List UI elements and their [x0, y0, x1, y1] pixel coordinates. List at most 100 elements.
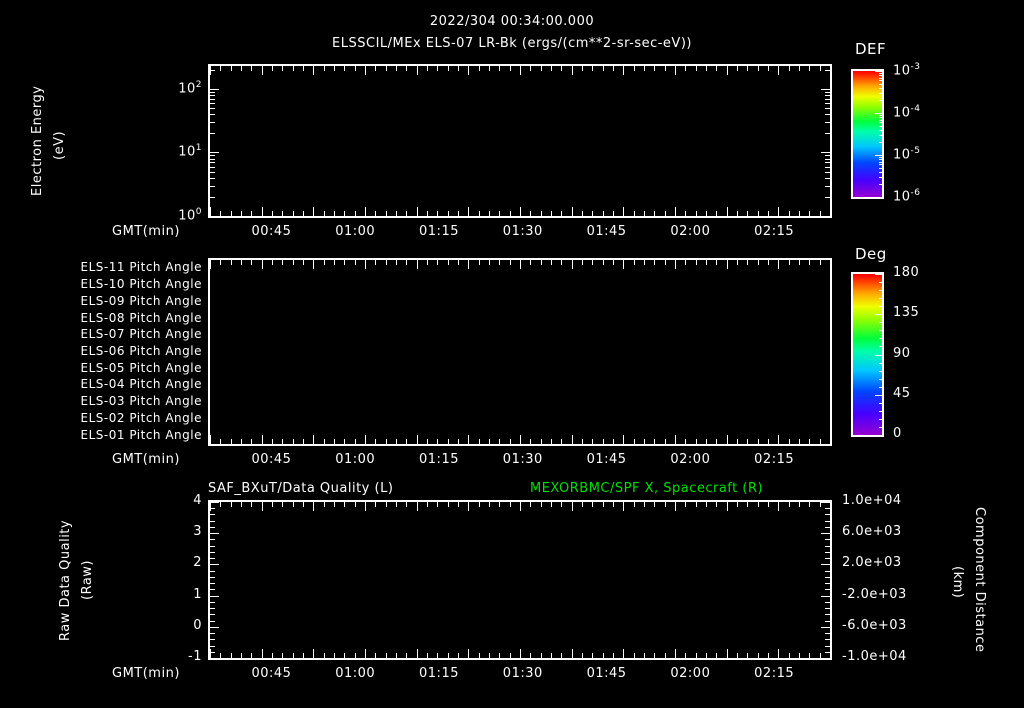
- y-tick: [210, 551, 215, 553]
- x-tick: [427, 66, 428, 71]
- cb-tick: [879, 290, 884, 292]
- x-tick: [396, 211, 397, 216]
- x-tick: [427, 439, 428, 444]
- x-tick: [220, 211, 222, 216]
- y-tick: [210, 502, 219, 503]
- x-tick: [468, 260, 470, 269]
- cb-tick: [879, 114, 884, 116]
- colorbar-tick-label: 0: [893, 426, 902, 441]
- x-tick: [489, 66, 490, 71]
- x-tick: [478, 502, 480, 507]
- x-tick: [830, 502, 831, 511]
- y-tick: [825, 108, 830, 110]
- cb-tick: [879, 338, 884, 340]
- cb-tick: [879, 164, 884, 166]
- y-tick: [825, 551, 830, 553]
- x-tick: [365, 502, 366, 511]
- y-tick: [210, 589, 215, 591]
- x-tick: [365, 207, 366, 216]
- x-tick: [241, 211, 242, 216]
- x-tick: [737, 260, 738, 265]
- y-tick: [825, 583, 830, 585]
- cb-tick: [879, 159, 884, 161]
- x-tick: [540, 66, 542, 71]
- x-tick: [458, 439, 459, 444]
- x-tick: [416, 207, 418, 216]
- x-tick: [520, 260, 521, 269]
- x-tick: [582, 260, 583, 265]
- y-tick: [210, 103, 215, 105]
- x-tick: [809, 502, 811, 507]
- y-tick: [210, 514, 215, 516]
- x-tick: [788, 66, 790, 71]
- x-tick: [354, 260, 356, 265]
- x-tick: [334, 260, 335, 265]
- x-tick: [427, 260, 428, 265]
- x-tick: [819, 653, 821, 658]
- x-tick: [561, 66, 563, 71]
- x-tick: [799, 439, 800, 444]
- x-tick: [747, 211, 749, 216]
- x-tick: [230, 211, 232, 216]
- cb-tick: [879, 298, 884, 300]
- cb-tick: [879, 77, 884, 79]
- x-tick: [530, 502, 532, 507]
- x-tick: [499, 653, 501, 658]
- y-tick-label-right: -2.0e+03: [842, 586, 907, 602]
- y-tick: [210, 69, 215, 71]
- x-tick-label: 00:45: [251, 666, 292, 681]
- x-tick: [282, 66, 284, 71]
- x-tick: [375, 439, 377, 444]
- x-tick: [551, 260, 552, 265]
- x-tick: [334, 66, 335, 71]
- y-tick-label-right: 2.0e+03: [842, 555, 902, 571]
- y-tick: [210, 508, 215, 510]
- x-tick: [623, 435, 625, 444]
- x-tick: [685, 260, 687, 265]
- x-tick: [788, 211, 790, 216]
- cb-tick: [875, 197, 884, 198]
- spectrogram-canvas: [210, 66, 830, 216]
- y-tick: [825, 639, 830, 641]
- x-tick: [375, 260, 377, 265]
- pitch-row-label: ELS-03 Pitch Angle: [80, 394, 202, 409]
- y-tick: [210, 133, 215, 135]
- x-tick: [747, 439, 749, 444]
- y-tick: [210, 651, 215, 653]
- x-tick: [261, 502, 263, 511]
- y-tick: [210, 620, 215, 622]
- x-tick: [726, 260, 728, 269]
- cb-tick: [875, 314, 884, 316]
- x-tick: [778, 502, 780, 511]
- x-tick: [241, 653, 242, 658]
- x-tick: [623, 66, 625, 75]
- x-tick: [230, 439, 232, 444]
- y-tick: [821, 626, 830, 628]
- x-tick: [757, 439, 759, 444]
- y-tick: [825, 633, 830, 635]
- y-tick-label: 102: [178, 79, 202, 97]
- x-tick-label: 01:45: [586, 452, 627, 467]
- x-tick: [468, 207, 470, 216]
- x-tick: [241, 260, 242, 265]
- pitch-row-label: ELS-02 Pitch Angle: [80, 410, 202, 425]
- x-tick: [210, 649, 211, 658]
- x-tick: [788, 653, 790, 658]
- x-tick: [551, 66, 552, 71]
- x-tick: [261, 207, 263, 216]
- x-tick: [292, 260, 294, 265]
- panel-bottom-title-left: SAF_BXuT/Data Quality (L): [208, 481, 394, 496]
- x-tick: [530, 439, 532, 444]
- y-tick: [821, 502, 830, 503]
- x-tick: [375, 211, 377, 216]
- x-tick: [675, 435, 676, 444]
- panel-electron-energy: [208, 64, 832, 218]
- y-tick: [825, 133, 830, 135]
- x-tick: [561, 260, 563, 265]
- x-tick: [520, 502, 521, 511]
- x-tick: [385, 439, 387, 444]
- x-tick: [530, 260, 532, 265]
- x-tick: [809, 439, 811, 444]
- x-tick: [489, 439, 490, 444]
- x-tick: [602, 439, 604, 444]
